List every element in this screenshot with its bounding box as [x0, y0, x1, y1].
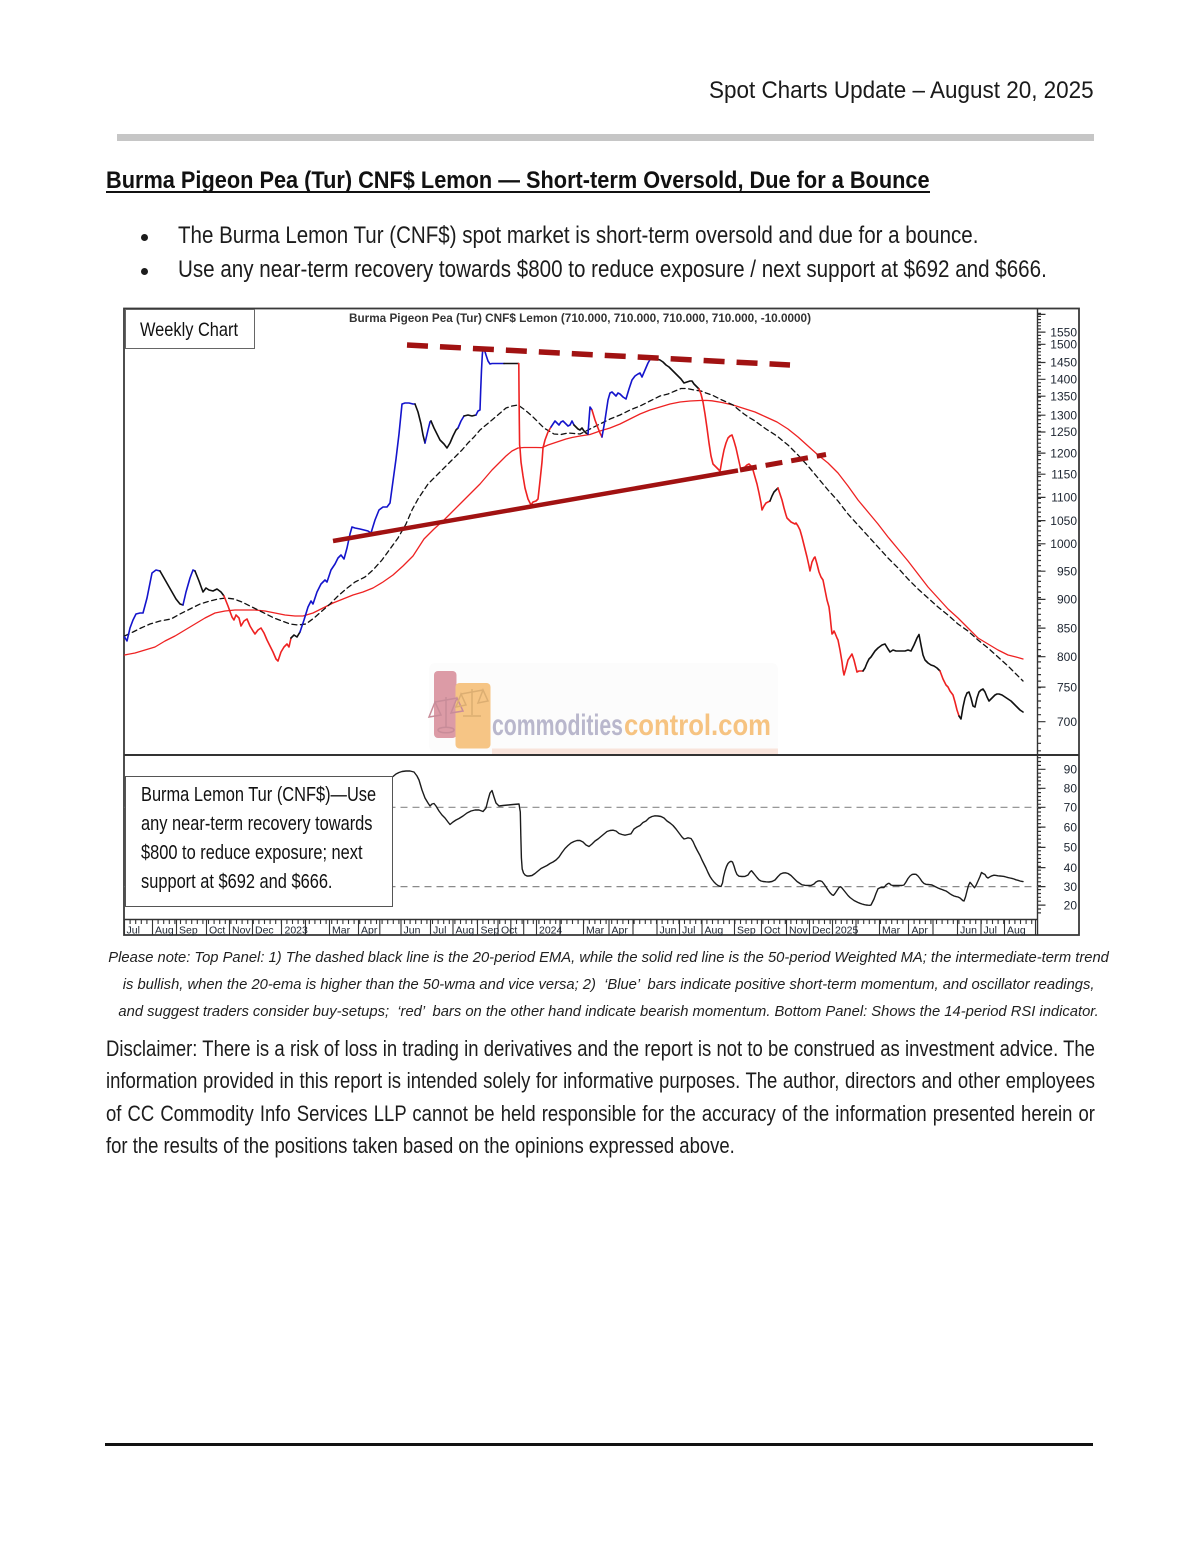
svg-text:Oct: Oct [209, 925, 225, 937]
svg-text:Jul: Jul [984, 925, 997, 937]
svg-text:1200: 1200 [1050, 446, 1077, 460]
svg-text:20: 20 [1064, 898, 1078, 912]
svg-text:1250: 1250 [1050, 425, 1077, 439]
svg-text:Jun: Jun [404, 925, 421, 937]
svg-text:850: 850 [1057, 621, 1077, 635]
svg-text:700: 700 [1057, 715, 1077, 729]
svg-text:2023: 2023 [285, 925, 309, 937]
svg-text:Apr: Apr [612, 925, 629, 937]
svg-text:Jul: Jul [682, 925, 695, 937]
svg-text:30: 30 [1064, 880, 1078, 894]
svg-text:1150: 1150 [1051, 467, 1077, 481]
svg-text:1300: 1300 [1050, 408, 1077, 422]
svg-text:900: 900 [1057, 593, 1077, 607]
svg-text:Mar: Mar [332, 925, 351, 937]
svg-text:950: 950 [1057, 564, 1077, 578]
svg-text:Oct: Oct [764, 925, 780, 937]
svg-text:1000: 1000 [1050, 537, 1077, 551]
svg-text:commodities: commodities [492, 709, 623, 742]
svg-text:Sep: Sep [737, 925, 756, 937]
svg-text:Jun: Jun [960, 925, 977, 937]
svg-text:1050: 1050 [1050, 514, 1077, 528]
svg-text:1500: 1500 [1050, 338, 1077, 352]
svg-text:Jul: Jul [127, 925, 140, 937]
svg-text:1400: 1400 [1050, 373, 1077, 387]
svg-text:1450: 1450 [1050, 356, 1077, 370]
svg-text:Jul: Jul [433, 925, 446, 937]
svg-text:control.com: control.com [624, 709, 771, 742]
svg-text:Nov: Nov [232, 925, 251, 937]
svg-text:750: 750 [1057, 680, 1077, 694]
svg-text:Nov: Nov [789, 925, 808, 937]
svg-text:Aug: Aug [1007, 925, 1026, 937]
svg-text:800: 800 [1057, 650, 1077, 664]
svg-text:2024: 2024 [539, 925, 563, 937]
svg-text:Burma Pigeon Pea (Tur) CNF$ Le: Burma Pigeon Pea (Tur) CNF$ Lemon (710.0… [349, 313, 811, 325]
svg-text:Apr: Apr [912, 925, 929, 937]
svg-text:1350: 1350 [1050, 389, 1077, 403]
svg-text:Aug: Aug [456, 925, 475, 937]
svg-text:Aug: Aug [705, 925, 724, 937]
svg-text:Jun: Jun [660, 925, 677, 937]
svg-text:80: 80 [1064, 782, 1078, 796]
svg-text:2025: 2025 [835, 925, 859, 937]
svg-text:Aug: Aug [155, 925, 174, 937]
svg-text:Sep: Sep [481, 925, 500, 937]
svg-text:Sep: Sep [179, 925, 198, 937]
svg-text:70: 70 [1064, 801, 1078, 815]
svg-text:50: 50 [1064, 841, 1078, 855]
svg-text:1100: 1100 [1051, 491, 1077, 505]
svg-text:1550: 1550 [1050, 325, 1077, 339]
svg-text:40: 40 [1064, 861, 1078, 875]
svg-text:Dec: Dec [812, 925, 831, 937]
svg-text:Mar: Mar [882, 925, 901, 937]
svg-text:Apr: Apr [361, 925, 378, 937]
svg-text:60: 60 [1064, 820, 1078, 834]
svg-text:Dec: Dec [255, 925, 274, 937]
svg-text:90: 90 [1064, 763, 1078, 777]
svg-text:Oct: Oct [501, 925, 517, 937]
svg-text:Mar: Mar [586, 925, 605, 937]
